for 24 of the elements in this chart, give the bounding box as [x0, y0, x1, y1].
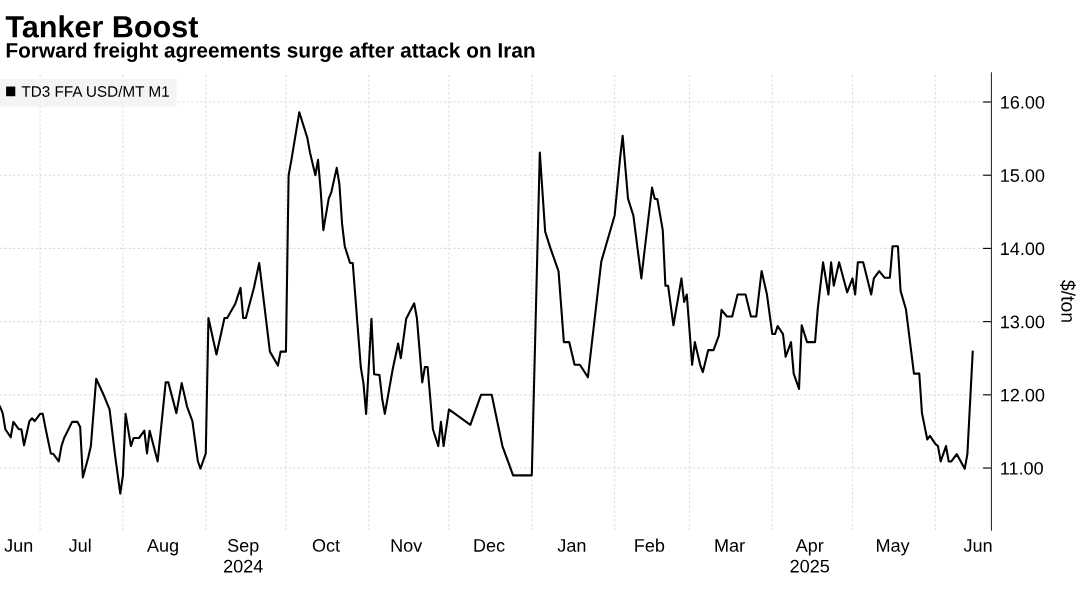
chart-subtitle: Forward freight agreements surge after attack on Iran — [6, 42, 535, 62]
y-tick-label: 14.00 — [1001, 242, 1045, 256]
x-tick-label: Apr 2025 — [790, 539, 830, 573]
y-tick-label: 16.00 — [1001, 95, 1045, 109]
x-tick-label: May — [876, 539, 910, 556]
chart-title: Tanker Boost — [5, 15, 199, 38]
y-tick-label: 15.00 — [1001, 169, 1045, 182]
x-tick-label: Aug — [146, 539, 178, 556]
x-tick-label: Oct — [312, 539, 340, 552]
legend-label: TD3 FFA USD/MT M1 — [21, 85, 169, 97]
y-tick-label: 12.00 — [1001, 388, 1045, 402]
line-series — [0, 111, 974, 495]
x-tick-label: Sep 2024 — [224, 539, 263, 573]
y-tick-label: 11.00 — [1001, 461, 1043, 475]
x-tick-label: Feb — [635, 538, 665, 552]
x-tick-label: Jun — [4, 539, 33, 552]
x-tick-label: Mar — [715, 539, 745, 552]
x-tick-label: Jan — [557, 539, 586, 552]
x-tick-label: Dec — [474, 539, 505, 552]
x-tick-label: Nov — [391, 539, 423, 552]
y-tick-label: 13.00 — [1001, 315, 1045, 329]
y-axis-title: $/ton — [1060, 280, 1076, 322]
x-tick-label: Jun — [963, 539, 992, 552]
x-tick-label: Jul — [68, 538, 91, 552]
